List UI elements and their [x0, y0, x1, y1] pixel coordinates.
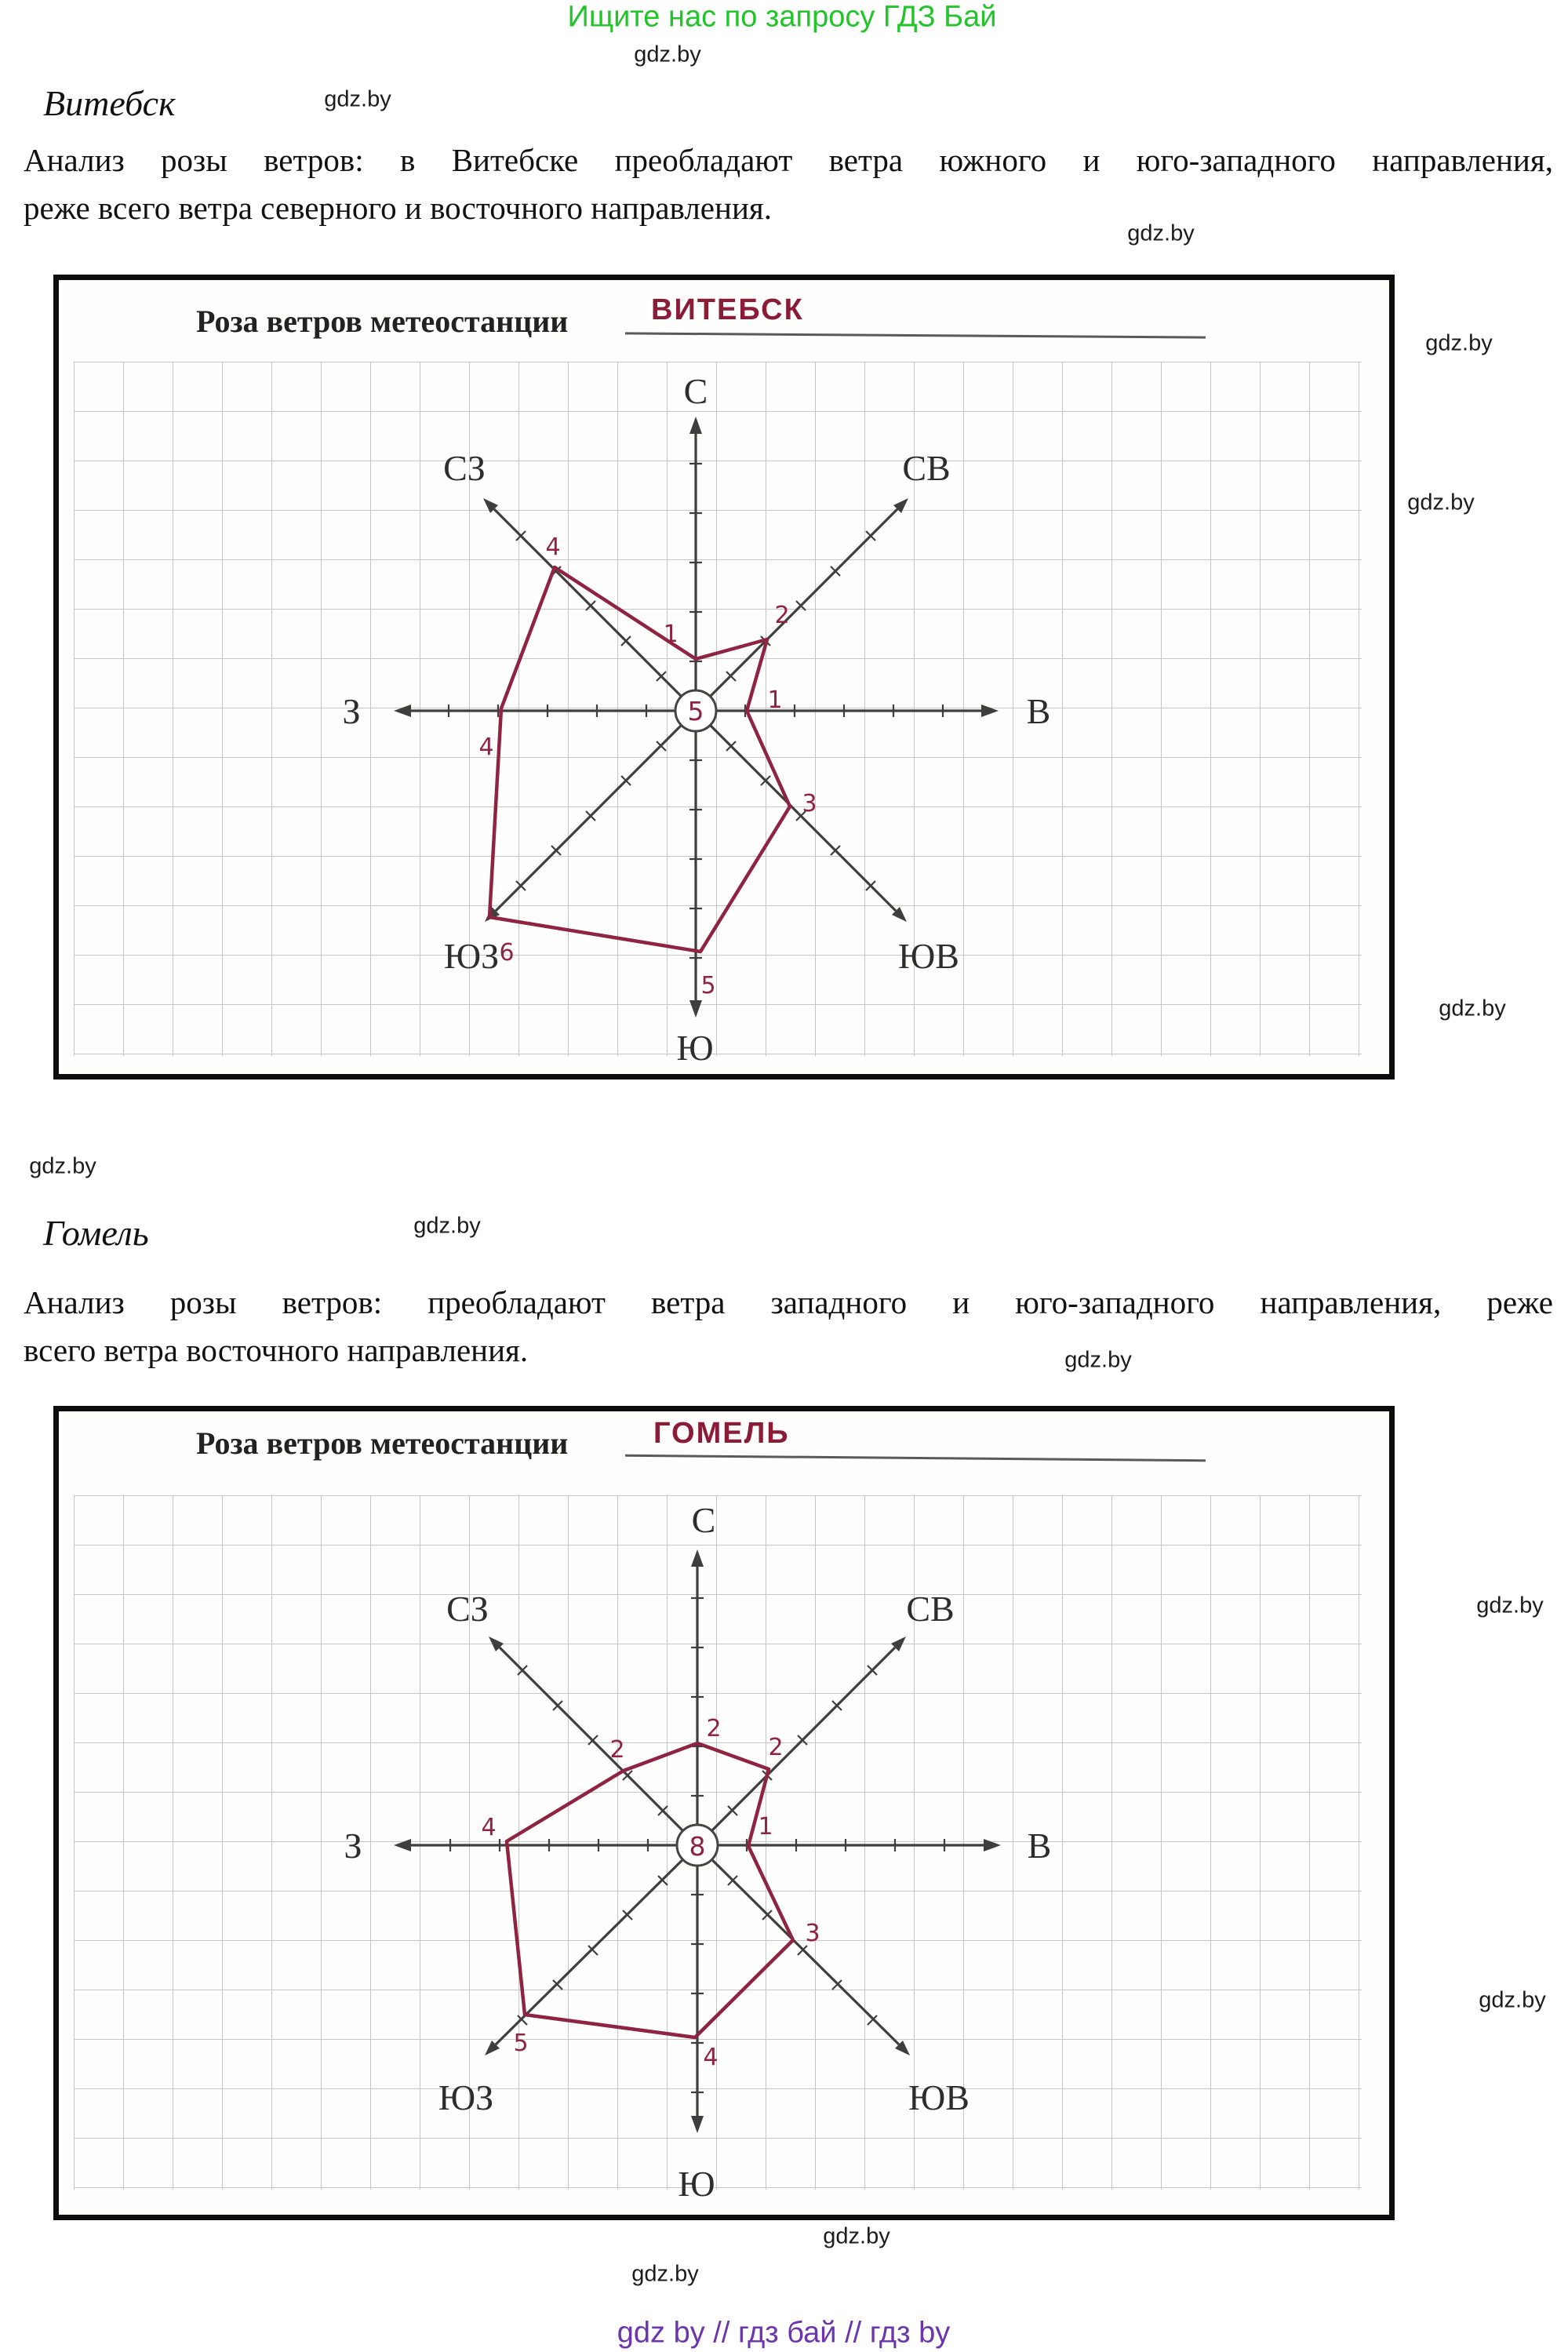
- value-label-sw: 6: [499, 939, 514, 967]
- direction-label-nw: СЗ: [446, 1589, 489, 1629]
- direction-label-n: С: [692, 1500, 716, 1540]
- gdz-watermark: gdz.by: [1439, 996, 1506, 1021]
- footer-keywords: gdz by // гдз бай // гдз by: [617, 2316, 951, 2350]
- station-name: ГОМЕЛЬ: [653, 1417, 790, 1450]
- value-label-ne: 2: [774, 602, 789, 629]
- gdz-watermark: gdz.by: [1425, 330, 1493, 356]
- calm-circle: [674, 689, 718, 733]
- value-label-se: 3: [805, 1920, 820, 1947]
- value-label-sw: 5: [513, 2030, 528, 2057]
- compass-axes: [407, 1564, 988, 2119]
- direction-label-w: З: [344, 1826, 362, 1866]
- direction-labels: С СЗ СВ З В ЮЗ ЮВ Ю: [344, 1500, 1051, 2204]
- gdz-watermark: gdz.by: [1479, 1987, 1546, 2013]
- section-heading-gomel: Гомель: [43, 1213, 149, 1253]
- value-label-ne: 2: [768, 1734, 783, 1761]
- station-name: ВИТЕБСК: [651, 293, 804, 326]
- direction-label-se: ЮВ: [908, 2077, 970, 2117]
- direction-label-e: В: [1028, 1826, 1052, 1866]
- axis-arrowheads: [394, 1549, 1001, 2133]
- direction-label-s: Ю: [676, 1028, 713, 1068]
- promo-banner: Ищите нас по запросу ГДЗ Бай: [567, 0, 997, 34]
- chart-title: Роза ветров метеостанции: [196, 1425, 569, 1461]
- direction-label-se: ЮВ: [898, 936, 959, 976]
- value-label-e: 1: [767, 686, 782, 714]
- axis-ticks: [447, 462, 944, 959]
- value-label-s: 4: [703, 2044, 718, 2071]
- direction-label-n: С: [684, 371, 708, 411]
- gdz-watermark: gdz.by: [29, 1153, 96, 1179]
- value-label-nw: 2: [609, 1736, 624, 1764]
- wind-rose-polygon: [487, 565, 792, 954]
- calm-circle: [675, 1823, 719, 1867]
- gdz-watermark: gdz.by: [631, 2261, 699, 2287]
- analysis-gomel: Анализ розы ветров: преобладают ветра за…: [24, 1279, 1553, 1374]
- gdz-watermark: gdz.by: [823, 2223, 890, 2249]
- chart-title: Роза ветров метеостанции: [196, 304, 569, 339]
- grid-paper: [74, 362, 1362, 1056]
- direction-label-sw: ЮЗ: [444, 936, 499, 976]
- direction-label-sw: ЮЗ: [438, 2077, 493, 2117]
- gdz-watermark: gdz.by: [1127, 220, 1195, 246]
- gdz-watermark: gdz.by: [413, 1213, 481, 1239]
- gdz-watermark: gdz.by: [1407, 490, 1475, 515]
- analysis-line: Анализ розы ветров: в Витебске преоблада…: [24, 142, 1553, 178]
- value-labels: 2 2 2 4 1 3 5 4 8: [481, 1715, 820, 2071]
- direction-label-w: З: [342, 691, 360, 731]
- value-label-s: 5: [700, 972, 715, 999]
- value-label-nw: 4: [545, 533, 560, 561]
- direction-label-s: Ю: [678, 2164, 715, 2204]
- wind-rose-chart-vitebsk: С СЗ СВ З В ЮЗ ЮВ Ю 4 1 2 1 3 5 6 4 5: [342, 371, 1050, 1068]
- wind-rose-polygon: [504, 1741, 795, 2040]
- wind-rose-chart-gomel: С СЗ СВ З В ЮЗ ЮВ Ю 2 2 2 4 1 3 5 4 8: [344, 1500, 1051, 2204]
- gdz-watermark: gdz.by: [634, 42, 701, 67]
- value-label-se: 3: [802, 790, 817, 817]
- gdz-watermark: gdz.by: [1476, 1593, 1544, 1618]
- analysis-vitebsk: Анализ розы ветров: в Витебске преоблада…: [24, 137, 1553, 232]
- value-label-e: 1: [758, 1813, 773, 1840]
- calm-value: 8: [689, 1831, 706, 1862]
- gdz-watermark: gdz.by: [324, 86, 391, 112]
- analysis-line: реже всего ветра северного и восточного …: [24, 190, 772, 226]
- value-labels: 4 1 2 1 3 5 6 4 5: [478, 533, 817, 999]
- direction-label-e: В: [1027, 691, 1051, 731]
- section-heading-vitebsk: Витебск: [43, 83, 176, 123]
- calm-value: 5: [688, 696, 704, 726]
- gdz-watermark: gdz.by: [1064, 1347, 1132, 1373]
- direction-label-ne: СВ: [902, 448, 950, 488]
- value-label-n: 1: [663, 621, 678, 648]
- value-label-w: 4: [478, 734, 493, 761]
- direction-labels: С СЗ СВ З В ЮЗ ЮВ Ю: [342, 371, 1050, 1068]
- axis-ticks: [449, 1597, 946, 2094]
- analysis-line: Анализ розы ветров: преобладают ветра за…: [24, 1284, 1553, 1320]
- value-label-n: 2: [706, 1715, 721, 1742]
- value-label-w: 4: [481, 1814, 496, 1841]
- direction-label-nw: СЗ: [443, 448, 486, 488]
- direction-label-ne: СВ: [906, 1589, 954, 1629]
- analysis-line: всего ветра восточного направления.: [24, 1332, 529, 1368]
